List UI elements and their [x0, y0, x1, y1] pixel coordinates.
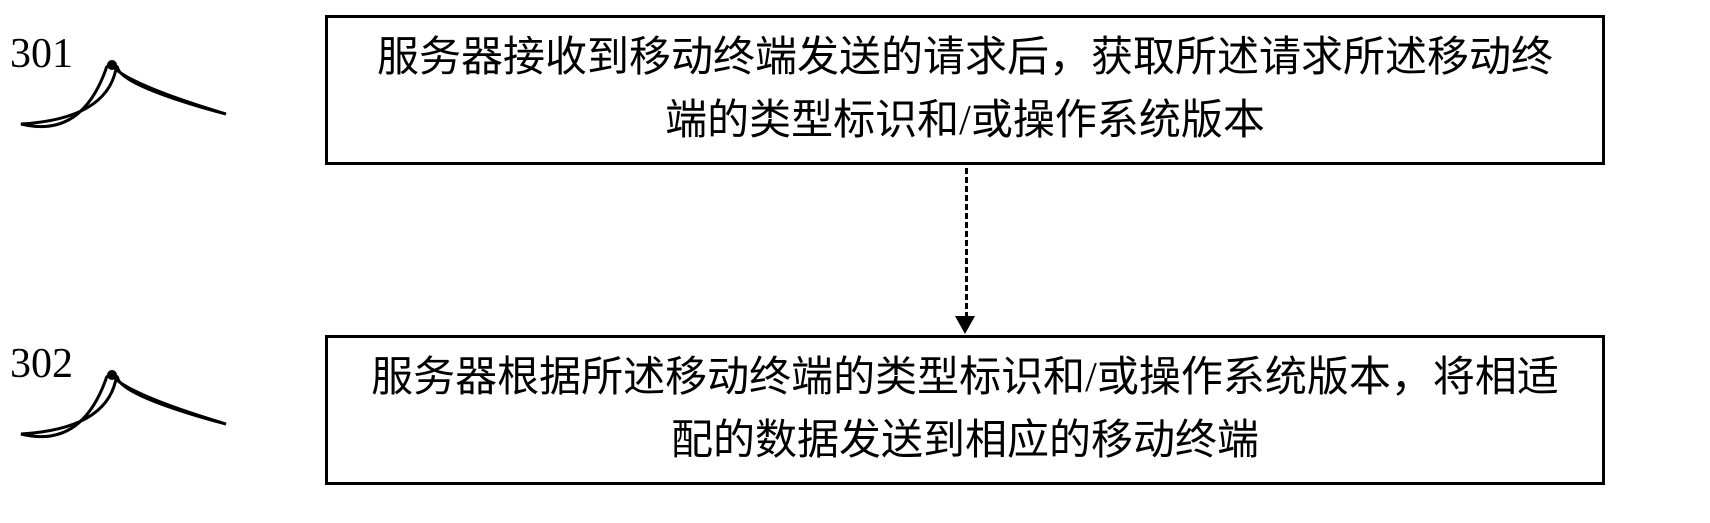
flow-arrow-line [965, 168, 968, 318]
box-302-text: 服务器根据所述移动终端的类型标识和/或操作系统版本，将相适配的数据发送到相应的移… [368, 347, 1562, 473]
box-302: 服务器根据所述移动终端的类型标识和/或操作系统版本，将相适配的数据发送到相应的移… [325, 335, 1605, 485]
connector-curve-302 [10, 365, 290, 465]
box-301-text: 服务器接收到移动终端发送的请求后，获取所述请求所述移动终端的类型标识和/或操作系… [368, 27, 1562, 153]
flow-arrow-head [955, 316, 975, 334]
box-301: 服务器接收到移动终端发送的请求后，获取所述请求所述移动终端的类型标识和/或操作系… [325, 15, 1605, 165]
connector-curve-301 [10, 55, 290, 155]
